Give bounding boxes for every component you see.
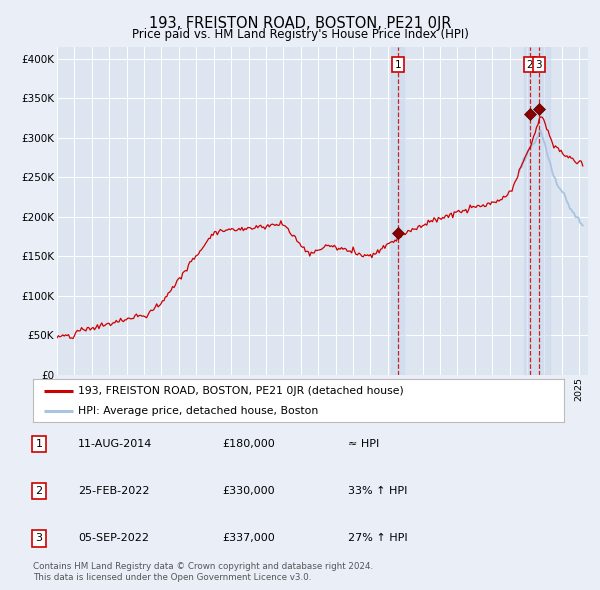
Text: Price paid vs. HM Land Registry's House Price Index (HPI): Price paid vs. HM Land Registry's House … (131, 28, 469, 41)
Text: 2: 2 (35, 486, 43, 496)
Text: £330,000: £330,000 (222, 486, 275, 496)
Bar (391, 47, 405, 375)
Text: 33% ↑ HPI: 33% ↑ HPI (348, 486, 407, 496)
Text: ≈ HPI: ≈ HPI (348, 439, 379, 449)
Text: 1: 1 (395, 60, 402, 70)
Text: 193, FREISTON ROAD, BOSTON, PE21 0JR (detached house): 193, FREISTON ROAD, BOSTON, PE21 0JR (de… (78, 386, 404, 396)
Text: £337,000: £337,000 (222, 533, 275, 543)
Text: 3: 3 (536, 60, 542, 70)
Text: 193, FREISTON ROAD, BOSTON, PE21 0JR: 193, FREISTON ROAD, BOSTON, PE21 0JR (149, 16, 451, 31)
Text: 27% ↑ HPI: 27% ↑ HPI (348, 533, 407, 543)
Text: £180,000: £180,000 (222, 439, 275, 449)
Text: HPI: Average price, detached house, Boston: HPI: Average price, detached house, Bost… (78, 407, 319, 416)
Text: 05-SEP-2022: 05-SEP-2022 (78, 533, 149, 543)
Text: 1: 1 (35, 439, 43, 449)
Text: 25-FEB-2022: 25-FEB-2022 (78, 486, 149, 496)
Text: 11-AUG-2014: 11-AUG-2014 (78, 439, 152, 449)
Text: Contains HM Land Registry data © Crown copyright and database right 2024.
This d: Contains HM Land Registry data © Crown c… (33, 562, 373, 582)
Text: 2: 2 (526, 60, 533, 70)
Text: 3: 3 (35, 533, 43, 543)
Bar (524, 47, 550, 375)
